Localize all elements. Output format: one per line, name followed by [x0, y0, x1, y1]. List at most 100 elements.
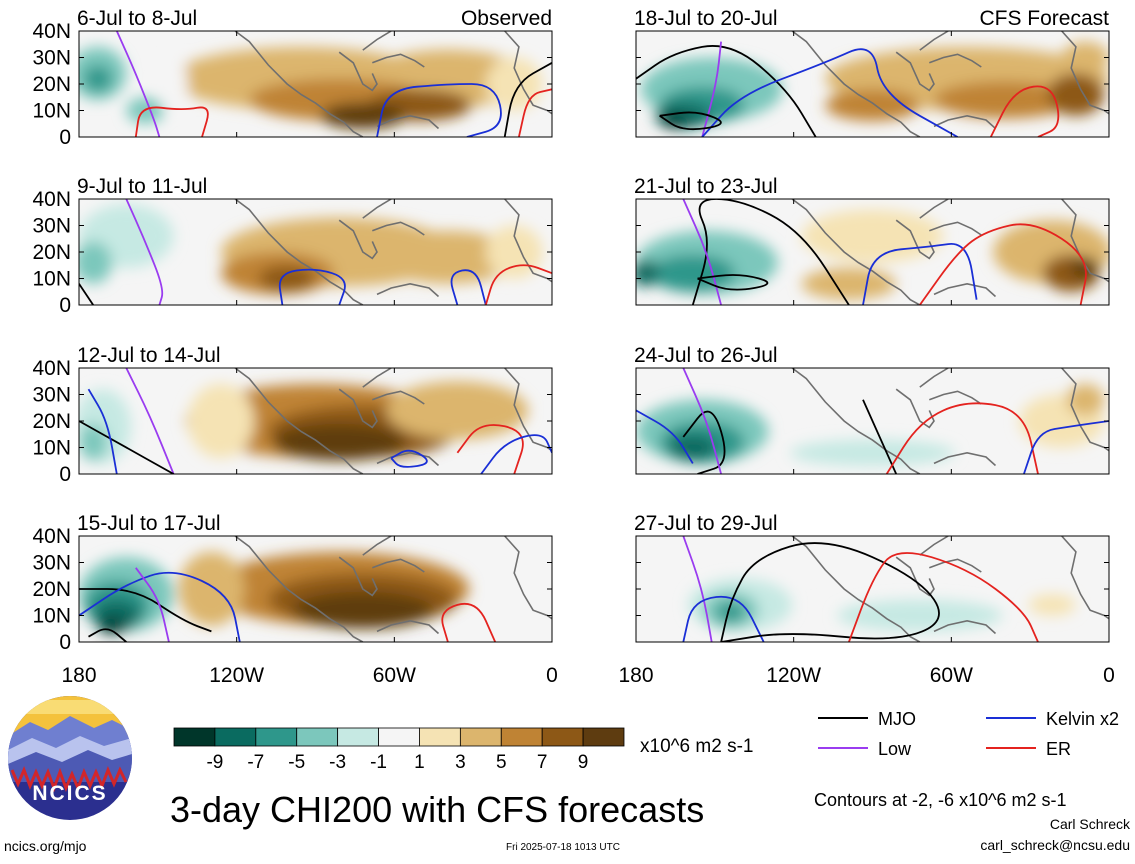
- coastline: [919, 536, 949, 556]
- chi-anomaly-region: [1061, 41, 1109, 74]
- coastline: [929, 53, 982, 68]
- colorbar-tick-label: 7: [537, 752, 548, 773]
- chi-anomaly-region: [187, 383, 255, 459]
- wave-contour: [79, 571, 241, 642]
- y-tick-label: 30N: [32, 552, 71, 575]
- coastline: [234, 368, 364, 474]
- map-panel: 27-Jul to 29-Jul: [634, 512, 1110, 643]
- coastline: [372, 558, 425, 573]
- coastline: [791, 536, 921, 642]
- colorbar-tick-label: 1: [414, 752, 425, 773]
- chi-anomaly-region: [83, 65, 113, 92]
- chi-anomaly-region: [650, 254, 736, 292]
- wave-contour: [456, 424, 524, 474]
- wave-contour: [701, 48, 959, 137]
- wave-contour: [659, 111, 722, 131]
- wave-contour: [79, 588, 212, 633]
- coastline: [929, 558, 982, 573]
- footer-author: Carl Schreck: [1050, 816, 1131, 832]
- wave-contour: [135, 567, 170, 642]
- wave-contour: [682, 199, 722, 305]
- wave-contours: [682, 199, 1087, 305]
- coastline: [376, 114, 440, 130]
- coastlines: [234, 368, 552, 474]
- wave-contour: [376, 83, 502, 137]
- coastline: [933, 451, 997, 467]
- x-tick-label: 60W: [373, 664, 416, 687]
- footer-site: ncics.org/mjo: [4, 838, 87, 854]
- coastline: [376, 282, 440, 298]
- wave-contour: [1023, 420, 1109, 474]
- map-panel: 12-Jul to 14-Jul: [77, 344, 553, 475]
- colorbar-swatch: [255, 727, 298, 747]
- coastline: [933, 114, 997, 130]
- coastline: [372, 390, 425, 405]
- colorbar-swatch: [378, 727, 420, 747]
- colorbar-swatch: [500, 727, 543, 747]
- y-tick-label: 0: [59, 294, 71, 317]
- colorbar-swatch: [296, 727, 339, 747]
- coastline: [791, 368, 921, 474]
- panel-field: [636, 31, 1109, 137]
- panel-period-label: 12-Jul to 14-Jul: [77, 344, 221, 367]
- chi-anomaly-region: [801, 267, 897, 300]
- chi-field: [79, 551, 470, 635]
- wave-contours: [636, 368, 1109, 474]
- chi-anomaly-region: [376, 230, 519, 284]
- panel-period-label: 9-Jul to 11-Jul: [77, 175, 207, 198]
- legend-label-mjo: MJO: [878, 709, 916, 729]
- panel-field: [636, 536, 1109, 642]
- coastlines: [791, 368, 1109, 474]
- wave-contour: [79, 420, 175, 474]
- panel-field: [636, 199, 1109, 305]
- wave-contours: [636, 41, 1060, 137]
- colorbar-tick-label: -7: [247, 752, 264, 773]
- contour-note: Contours at -2, -6 x10^6 m2 s-1: [814, 790, 1067, 810]
- y-tick-label: 30N: [32, 47, 71, 70]
- colorbar-tick-label: 5: [496, 752, 507, 773]
- wave-contour: [848, 552, 1039, 642]
- wave-contour: [134, 106, 209, 137]
- colorbar-swatch: [337, 727, 379, 747]
- legend-label-er: ER: [1046, 739, 1071, 759]
- wave-contour: [682, 536, 713, 642]
- coastline: [895, 556, 935, 597]
- colorbar-swatch: [173, 727, 216, 747]
- footer-email: carl_schreck@ncsu.edu: [980, 837, 1130, 853]
- y-tick-label: 30N: [32, 384, 71, 407]
- coastline: [338, 388, 378, 429]
- y-tick-label: 10N: [32, 100, 71, 123]
- coastline: [234, 31, 364, 137]
- wave-contour: [697, 274, 769, 291]
- wave-contour: [115, 31, 161, 137]
- coastline: [919, 31, 949, 51]
- chi-anomaly-region: [258, 265, 316, 292]
- chi-field: [636, 383, 1105, 467]
- wave-contour: [87, 388, 118, 474]
- coastline: [376, 451, 440, 467]
- panel-field: [79, 536, 552, 642]
- y-tick-label: 0: [59, 463, 71, 486]
- coastline: [338, 219, 378, 260]
- colorbar-swatch: [214, 727, 257, 747]
- y-tick-label: 40N: [32, 20, 71, 43]
- wave-contour: [125, 199, 164, 305]
- colorbar-tick-label: -1: [370, 752, 387, 773]
- panel-field: [79, 199, 552, 305]
- x-tick-label: 120W: [766, 664, 821, 687]
- coastline: [895, 388, 935, 429]
- chi-anomaly-region: [933, 81, 1076, 119]
- wave-contour: [441, 603, 497, 642]
- chi-anomaly-region: [636, 259, 660, 287]
- footer-timestamp: Fri 2025-07-18 1013 UTC: [506, 842, 620, 853]
- y-tick-label: 30N: [32, 215, 71, 238]
- panel-source-tag: CFS Forecast: [979, 7, 1109, 30]
- chi-anomaly-region: [79, 241, 113, 284]
- chi-anomaly-region: [178, 551, 245, 627]
- map-panel: 18-Jul to 20-Jul CFS Forecast: [634, 7, 1110, 138]
- coastline: [338, 556, 378, 597]
- axes-labels: 40N 30N 20N 10N 0 40N 30N 20N 10N 0 40N 30N 20N 10N 0 4…: [32, 20, 1114, 687]
- coastline: [919, 199, 949, 219]
- x-tick-label: 0: [546, 664, 558, 687]
